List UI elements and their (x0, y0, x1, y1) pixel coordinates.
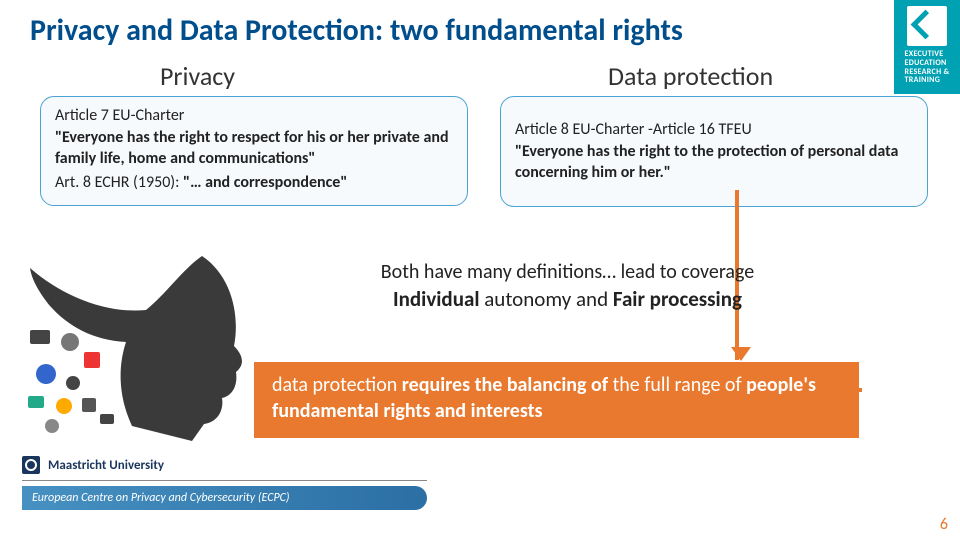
middle-bold2: Fair processing (613, 286, 742, 312)
brand-text: EXECUTIVE EDUCATION RESEARCH & TRAINING (899, 50, 956, 91)
middle-line2: Individual autonomy and Fair processing (280, 286, 855, 312)
column-heading-privacy: Privacy (160, 60, 235, 92)
privacy-echr-line: Art. 8 ECHR (1950): "… and correspondenc… (55, 172, 453, 194)
card-data-protection: Article 8 EU-Charter -Article 16 TFEU "E… (500, 96, 928, 207)
middle-conclusion: Both have many definitions… lead to cove… (280, 260, 855, 312)
orange-p2: the full range of (613, 373, 747, 397)
privacy-quote: "Everyone has the right to respect for h… (55, 127, 453, 170)
echr-prefix: Art. 8 ECHR (1950): (55, 173, 183, 192)
footer-rule (22, 480, 427, 481)
university-logo: Maastricht University (22, 456, 164, 474)
university-mark-icon (22, 456, 40, 474)
university-name: Maastricht University (48, 458, 164, 473)
privacy-article-ref: Article 7 EU-Charter (55, 105, 453, 127)
ecpc-band: European Centre on Privacy and Cybersecu… (22, 486, 427, 510)
brand-block: EXECUTIVE EDUCATION RESEARCH & TRAINING (894, 0, 960, 94)
orange-b1: requires the balancing of (402, 373, 613, 397)
echr-bold: "… and correspondence" (183, 173, 347, 192)
dp-quote: "Everyone has the right to the protectio… (515, 141, 913, 184)
brand-arrow-icon (907, 6, 947, 46)
dp-article-ref: Article 8 EU-Charter -Article 16 TFEU (515, 119, 913, 141)
middle-bold1: Individual (393, 286, 479, 312)
slide-title: Privacy and Data Protection: two fundame… (30, 12, 683, 49)
middle-line1: Both have many definitions… lead to cove… (280, 260, 855, 284)
middle-mid: autonomy and (480, 286, 613, 312)
slide: Privacy and Data Protection: two fundame… (0, 0, 960, 540)
column-heading-data-protection: Data protection (608, 60, 773, 92)
card-privacy: Article 7 EU-Charter "Everyone has the r… (40, 96, 468, 206)
page-number: 6 (940, 515, 948, 534)
privacy-head-illustration (22, 246, 252, 441)
orange-p1: data protection (272, 373, 402, 397)
orange-callout: data protection requires the balancing o… (254, 362, 859, 438)
